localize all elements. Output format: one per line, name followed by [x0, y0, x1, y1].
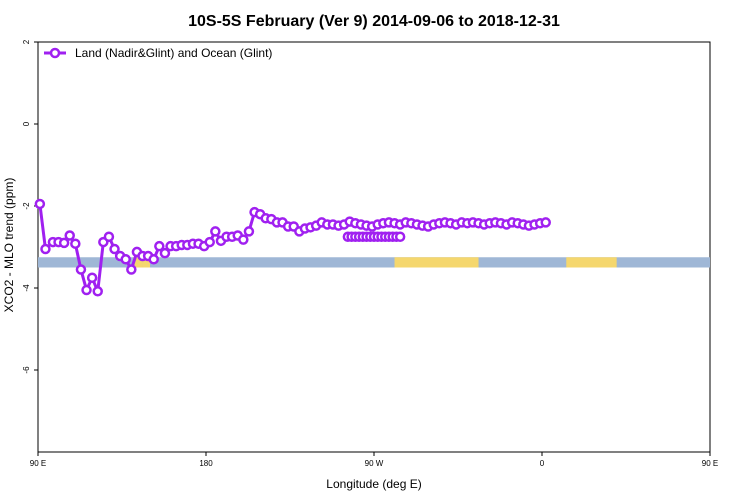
ocean-band	[38, 257, 710, 268]
y-axis-label: XCO2 - MLO trend (ppm)	[2, 178, 16, 313]
data-point-0-20	[148, 254, 159, 265]
data-point-0-9	[86, 272, 98, 283]
data-point-0-4	[58, 237, 70, 249]
land-segment-0	[133, 257, 143, 268]
data-point-0-36	[238, 234, 249, 245]
data-point-0-90	[540, 217, 551, 228]
data-point-0-22	[159, 247, 171, 259]
data-point-0-30	[204, 236, 215, 248]
x-tick-label-1: 180	[199, 459, 213, 468]
land-segment-1	[142, 257, 150, 268]
data-point-0-15	[120, 254, 131, 265]
data-point-0-5	[64, 230, 75, 241]
x-tick-label-0: 90 E	[30, 459, 46, 468]
data-point-0-21	[154, 240, 165, 252]
data-point-0-16	[126, 264, 137, 275]
data-point-0-8	[81, 284, 92, 296]
y-tick-label-1: 0	[22, 121, 31, 126]
legend: Land (Nadir&Glint) and Ocean (Glint)	[44, 46, 272, 60]
land-segment-3	[566, 257, 617, 268]
y-tick-label-0: 2	[22, 39, 31, 44]
data-point-0-37	[243, 226, 255, 237]
plot-area: 90 E 180 90 W 0 90 E 2 0 -2 -4 -6	[22, 39, 718, 468]
data-point-0-12	[103, 231, 115, 242]
x-axis-label: Longitude (deg E)	[326, 477, 421, 491]
legend-marker-swatch	[49, 47, 61, 59]
data-point-0-0	[34, 198, 46, 210]
data-point-0-31	[210, 226, 221, 237]
data-point-0-7	[75, 264, 87, 275]
y-tick-label-4: -6	[22, 366, 31, 374]
land-segment-2	[394, 257, 479, 268]
y-tick-label-3: -4	[22, 284, 31, 292]
x-tick-label-3: 0	[540, 459, 545, 468]
x-tick-label-4: 90 E	[702, 459, 718, 468]
legend-label: Land (Nadir&Glint) and Ocean (Glint)	[75, 46, 272, 60]
data-point-0-6	[70, 238, 81, 249]
data-point-0-10	[92, 286, 103, 297]
chart-title: 10S-5S February (Ver 9) 2014-09-06 to 20…	[188, 13, 560, 30]
data-point-1-14	[394, 231, 406, 242]
data-point-0-13	[109, 243, 120, 255]
y-tick-label-2: -2	[22, 202, 31, 210]
data-point-0-1	[40, 243, 51, 255]
plot-frame	[37, 41, 711, 453]
x-tick-label-2: 90 W	[365, 459, 384, 468]
